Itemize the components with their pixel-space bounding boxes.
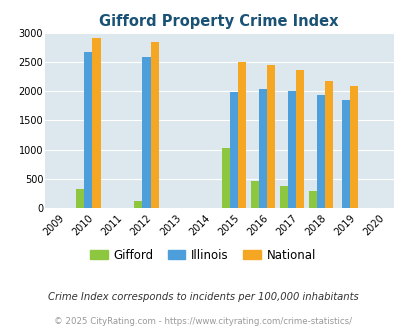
Bar [316,95,324,208]
Text: Crime Index corresponds to incidents per 100,000 inhabitants: Crime Index corresponds to incidents per… [47,292,358,302]
Bar [229,92,237,208]
Title: Gifford Property Crime Index: Gifford Property Crime Index [99,14,338,29]
Bar [341,100,349,208]
Bar [142,57,150,208]
Bar [76,189,84,208]
Bar [324,81,333,208]
Bar [237,62,245,208]
Bar [84,52,92,208]
Bar [250,182,258,208]
Bar [221,148,229,208]
Bar [266,65,275,208]
Bar [150,42,158,208]
Bar [92,38,100,208]
Legend: Gifford, Illinois, National: Gifford, Illinois, National [85,244,320,266]
Bar [258,89,266,208]
Bar [295,70,303,208]
Bar [134,202,142,208]
Bar [350,86,358,208]
Bar [308,191,316,208]
Bar [287,91,295,208]
Bar [279,186,287,208]
Text: © 2025 CityRating.com - https://www.cityrating.com/crime-statistics/: © 2025 CityRating.com - https://www.city… [54,317,351,326]
